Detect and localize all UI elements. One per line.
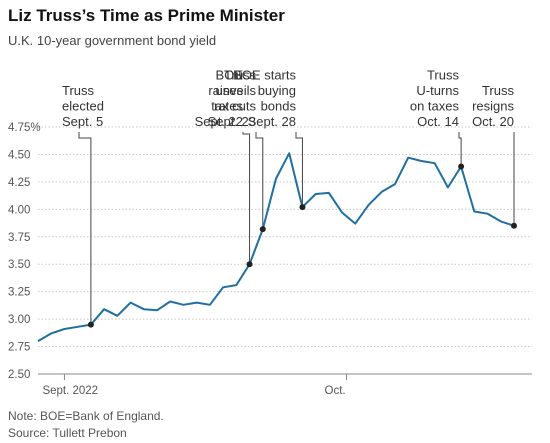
chart-title: Liz Truss’s Time as Prime Minister <box>8 6 285 25</box>
event-marker <box>259 226 266 233</box>
event-marker <box>511 222 517 229</box>
y-tick-label: 4.50 <box>8 149 30 161</box>
annotation-label: Oct. 14 <box>417 114 459 129</box>
annotation-label: BOE <box>216 68 244 83</box>
annotation-label: Truss <box>482 83 515 98</box>
annotation-label: Sept. 5 <box>62 114 103 129</box>
chart-notes: Note: BOE=Bank of England. Source: Tulle… <box>8 408 164 442</box>
event-marker <box>246 261 253 268</box>
y-tick-label: 3.50 <box>8 259 30 271</box>
x-tick-label: Sept. 2022 <box>42 385 98 397</box>
annotation-label: tax cuts <box>211 99 256 114</box>
annotation-label: rates <box>214 99 243 114</box>
annotation-leader-line <box>242 132 251 265</box>
event-marker <box>299 204 306 211</box>
annotation-leader-line <box>255 132 264 230</box>
y-tick-label: 2.50 <box>8 369 30 381</box>
gridlines <box>38 126 532 375</box>
event-marker <box>87 321 94 328</box>
annotation-leader-line <box>78 132 92 325</box>
footnote: Note: BOE=Bank of England. <box>8 409 164 423</box>
y-tick-label: 4.00 <box>8 204 30 216</box>
source-credit: Source: Tullett Prebon <box>8 426 127 440</box>
annotation-label: Oct. 20 <box>472 114 514 129</box>
y-axis: 2.50 2.75 3.00 3.25 3.50 3.75 4.00 4.25 4.50 4.75… <box>8 122 41 381</box>
x-axis: Sept. 2022 Oct. <box>42 374 348 397</box>
annotation-label: resigns <box>472 99 514 114</box>
annotation-label: Sept. 28 <box>248 114 296 129</box>
y-tick-label: 3.25 <box>8 287 30 299</box>
annotation-label: elected <box>62 99 104 114</box>
annotation-label: on taxes <box>410 99 460 114</box>
annotation-label: Sept. 22 <box>195 114 243 129</box>
y-tick-label: 4.25 <box>8 177 30 189</box>
annotation-label: Sept. 23 <box>208 114 256 129</box>
y-tick-label: 3.00 <box>8 314 30 326</box>
annotation-label: Truss <box>427 68 460 83</box>
annotation-label: bonds <box>261 99 297 114</box>
y-tick-label: 2.75 <box>8 342 30 354</box>
yield-line <box>37 152 515 342</box>
series-layer <box>37 152 517 342</box>
y-tick-label: 3.75 <box>8 232 30 244</box>
chart-subtitle: U.K. 10-year government bond yield <box>8 33 217 48</box>
annotation-leader-line <box>458 132 462 167</box>
annotation-label: unveils <box>216 83 257 98</box>
annotation-label: Truss <box>224 68 257 83</box>
annotation-label: raises <box>208 83 243 98</box>
event-marker <box>458 163 465 170</box>
annotation-label: buying <box>258 83 296 98</box>
annotation-label: Truss <box>62 83 95 98</box>
y-tick-label: 4.75% <box>8 122 41 134</box>
annotation-label: U-turns <box>416 83 459 98</box>
annotation-leader-line <box>295 132 303 208</box>
x-tick-label: Oct. <box>325 385 346 397</box>
annotation-label: BOE starts <box>233 68 296 83</box>
